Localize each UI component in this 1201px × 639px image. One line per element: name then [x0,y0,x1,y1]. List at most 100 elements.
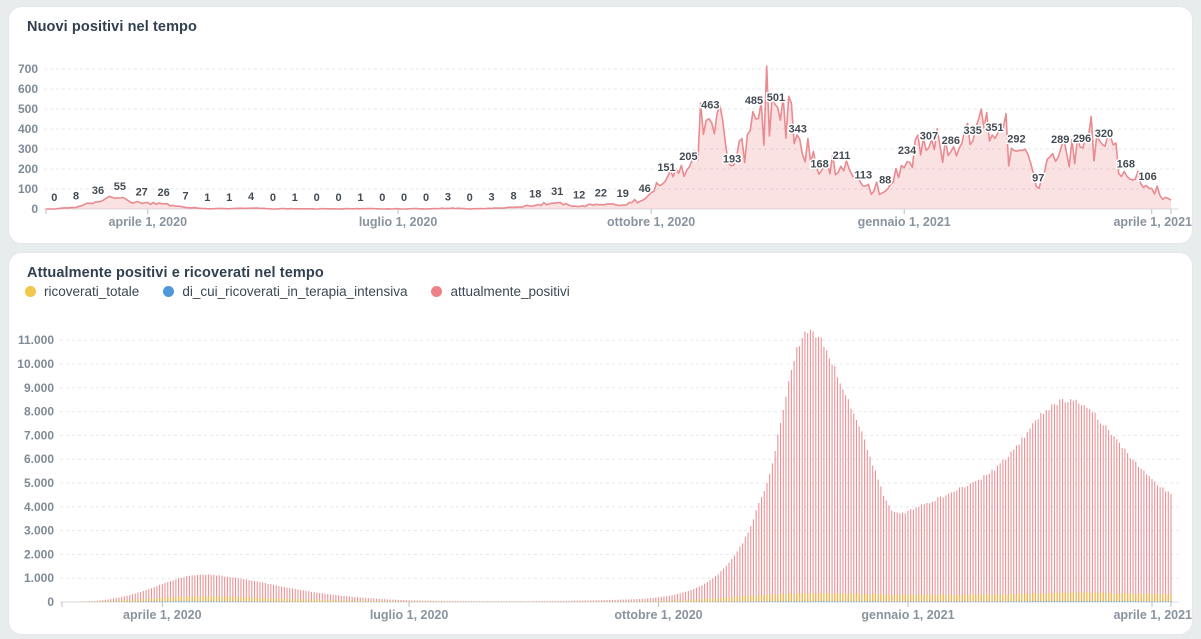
legend-swatch-ricoverati-totale-icon [25,286,36,297]
x-tick-label: luglio 1, 2020 [359,215,438,229]
y-tick-label: 7.000 [24,428,54,442]
data-label: 296 [1073,133,1091,145]
data-label: 205 [679,151,697,163]
y-tick-label: 5.000 [24,476,54,490]
chart-title-attualmente-positivi: Attualmente positivi e ricoverati nel te… [27,265,324,281]
data-label: 113 [854,169,872,181]
y-tick-label: 9.000 [24,381,54,395]
data-label: 168 [1117,158,1135,170]
data-label: 0 [379,192,385,204]
x-tick-label: ottobre 1, 2020 [607,215,695,229]
data-label: 88 [879,174,891,186]
y-tick-label: 100 [18,182,38,196]
y-tick-label: 4.000 [24,500,54,514]
legend-label-attualmente-positivi: attualmente_positivi [450,284,570,299]
data-label: 22 [595,188,607,200]
data-label: 0 [51,192,57,204]
data-label: 351 [985,122,1003,134]
card-nuovi-positivi: Nuovi positivi nel tempo 0 100 200 300 400 50… [8,6,1193,244]
legend-item-terapia-intensiva[interactable]: di_cui_ricoverati_in_terapia_intensiva [163,284,407,299]
legend-label-terapia-intensiva: di_cui_ricoverati_in_terapia_intensiva [182,284,408,299]
data-label: 320 [1095,128,1113,140]
data-label: 1 [357,192,363,204]
y-tick-label: 2.000 [24,547,54,561]
data-label: 12 [573,190,585,202]
data-label: 19 [617,188,629,200]
x-tick-label: aprile 1, 2021 [1113,608,1192,622]
data-label: 0 [467,192,473,204]
data-label: 0 [401,192,407,204]
data-label: 3 [445,191,451,203]
data-label: 292 [1007,134,1025,146]
data-label: 151 [657,162,675,174]
data-label: 193 [723,153,741,165]
y-tick-label: 600 [18,82,38,96]
legend-swatch-attualmente-positivi-icon [431,286,443,297]
data-label: 36 [92,185,104,197]
data-label: 8 [510,190,516,202]
attualmente-positivi-chart[interactable]: 0 1.000 2.000 3.000 4.000 5.000 6.000 7.000 8.00… [9,311,1194,633]
data-label: 1 [226,192,232,204]
data-label: 8 [73,190,79,202]
data-label: 18 [529,188,541,200]
y-tick-label: 6.000 [24,452,54,466]
data-label: 55 [114,181,126,193]
data-label: 4 [248,191,255,203]
data-label: 3 [489,191,495,203]
data-label: 0 [335,192,341,204]
legend-item-ricoverati-totale[interactable]: ricoverati_totale [25,284,139,299]
data-label: 31 [551,186,563,198]
y-tick-label: 700 [18,62,38,76]
y-tick-label: 0 [47,595,54,609]
y-tick-label: 8.000 [24,405,54,419]
data-label: 335 [964,125,982,137]
data-label: 46 [639,183,651,195]
x-tick-label: aprile 1, 2020 [109,215,188,229]
data-label: 97 [1032,173,1044,185]
y-tick-label: 3.000 [24,524,54,538]
x-tick-label: aprile 1, 2021 [1113,215,1192,229]
data-label: 234 [898,145,917,157]
y-tick-label: 0 [31,202,38,216]
x-tick-label: gennaio 1, 2021 [861,608,954,622]
card-attualmente-positivi: Attualmente positivi e ricoverati nel te… [8,252,1193,635]
data-label: 0 [314,192,320,204]
data-label: 501 [767,92,785,104]
y-tick-label: 500 [18,102,38,116]
data-label: 463 [701,99,719,111]
x-tick-label: ottobre 1, 2020 [614,608,702,622]
data-label: 106 [1138,171,1156,183]
bars-ricoverati_totale [64,592,1172,602]
data-label: 1 [204,192,210,204]
data-label: 343 [789,123,807,135]
bars-di_cui_ricoverati_in_terapia_intensiva [64,600,1172,602]
series-line [46,65,1172,210]
data-label: 26 [157,187,169,199]
y-tick-label: 400 [18,122,38,136]
area-fill [46,66,1171,209]
legend-swatch-terapia-intensiva-icon [163,286,175,297]
chart-title-nuovi-positivi: Nuovi positivi nel tempo [27,19,197,35]
legend-label-ricoverati-totale: ricoverati_totale [44,284,140,299]
chart-legend: ricoverati_totale di_cui_ricoverati_in_t… [25,284,570,299]
x-tick-label: aprile 1, 2020 [123,608,202,622]
bars-attualmente_positivi [64,329,1172,602]
y-tick-label: 200 [18,162,38,176]
data-label: 485 [745,95,763,107]
legend-item-attualmente-positivi[interactable]: attualmente_positivi [431,284,570,299]
data-label: 289 [1051,134,1069,146]
data-label: 1 [292,192,298,204]
data-labels: 0 8 36 55 27 26 7 1 1 4 0 1 0 0 1 0 0 0 3 0 3 8 18 31 12 22 19 46 15… [50,90,1159,205]
y-tick-label: 11.000 [18,333,54,347]
data-label: 27 [136,187,148,199]
x-tick-label: gennaio 1, 2021 [858,215,951,229]
y-tick-label: 300 [18,142,38,156]
y-tick-label: 10.000 [17,357,54,371]
data-label: 7 [182,191,188,203]
data-label: 168 [810,158,828,170]
data-label: 0 [423,192,429,204]
data-label: 307 [920,131,938,143]
y-tick-label: 1.000 [24,571,54,585]
